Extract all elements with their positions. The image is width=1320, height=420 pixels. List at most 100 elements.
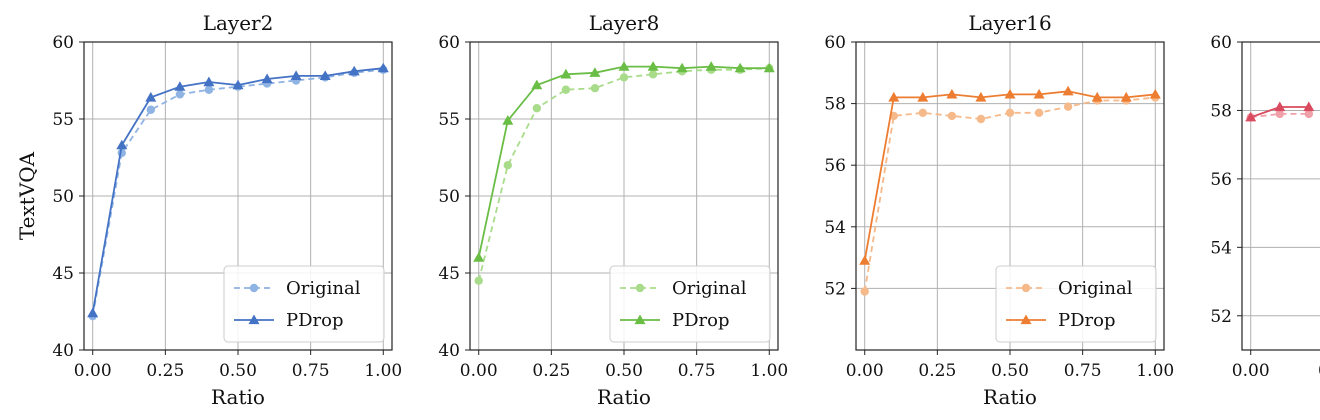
data-point xyxy=(1004,88,1016,99)
data-point xyxy=(145,91,157,102)
data-point xyxy=(618,61,630,71)
chart-panel-4: 0.00 0 52 54 56 58 60 xyxy=(1210,33,1320,381)
x-tick-label: 0.75 xyxy=(292,361,330,381)
chart-title: Layer8 xyxy=(589,11,660,35)
data-point xyxy=(116,139,128,150)
data-point xyxy=(175,90,185,99)
data-point xyxy=(917,91,929,102)
y-tick-label: 58 xyxy=(824,95,846,115)
data-point xyxy=(503,161,512,170)
legend-marker xyxy=(248,314,260,325)
data-point xyxy=(560,68,572,79)
data-point xyxy=(947,111,957,121)
chart-title: Layer2 xyxy=(203,11,274,35)
y-tick-label: 40 xyxy=(52,341,74,361)
x-tick-label: 0.75 xyxy=(678,361,716,381)
data-point xyxy=(1274,101,1286,112)
data-point xyxy=(532,104,542,113)
data-point xyxy=(561,85,571,94)
data-point xyxy=(203,76,215,87)
data-point xyxy=(705,61,717,71)
y-tick-label: 60 xyxy=(1210,33,1232,53)
x-tick-label: 0.25 xyxy=(532,361,570,381)
x-axis-label: Ratio xyxy=(597,385,651,409)
data-point xyxy=(377,62,389,73)
legend-box xyxy=(223,265,385,343)
x-tick-label: 0.50 xyxy=(991,361,1029,381)
x-tick-label: 1.00 xyxy=(750,361,788,381)
x-tick-label: 0.50 xyxy=(219,361,257,381)
data-point xyxy=(1033,88,1045,99)
legend-marker xyxy=(1020,314,1032,325)
y-tick-label: 50 xyxy=(438,187,460,207)
data-point xyxy=(204,85,214,94)
data-point xyxy=(348,65,360,76)
legend-label: PDrop xyxy=(286,310,344,331)
data-point xyxy=(1149,88,1161,99)
data-point xyxy=(319,70,331,80)
x-tick-label: 0.75 xyxy=(1064,361,1102,381)
data-point xyxy=(918,108,928,118)
x-tick-label: 1.00 xyxy=(364,361,402,381)
y-tick-label: 50 xyxy=(52,187,74,207)
plot-frame xyxy=(1241,41,1320,351)
y-tick-label: 60 xyxy=(824,33,846,53)
x-tick-label: 0.00 xyxy=(1232,361,1270,381)
chart-panel-3: 0.00 0.25 0.50 0.75 1.00 52 54 56 58 60 Layer16 Rat… xyxy=(824,11,1174,409)
data-point xyxy=(87,307,99,318)
legend-marker xyxy=(249,283,259,293)
data-point xyxy=(261,73,273,84)
data-point xyxy=(976,114,986,124)
data-point xyxy=(763,62,775,73)
y-tick-label: 40 xyxy=(438,341,460,361)
x-tick-label: 0.00 xyxy=(74,361,112,381)
data-point xyxy=(1034,108,1044,118)
x-tick-label: 0 xyxy=(1318,361,1320,381)
data-point xyxy=(290,70,302,80)
data-point xyxy=(647,61,659,71)
data-point xyxy=(1120,91,1132,102)
data-point xyxy=(975,91,987,102)
x-tick-label: 0.00 xyxy=(460,361,498,381)
data-point xyxy=(232,79,244,90)
data-point xyxy=(1304,109,1314,119)
chart-panel-1: 0.00 0.25 0.50 0.75 1.00 40 45 50 55 60 Layer2 Rati… xyxy=(15,11,402,409)
data-point xyxy=(590,84,600,93)
data-point xyxy=(174,81,186,91)
data-point xyxy=(1275,109,1284,119)
data-point xyxy=(888,91,900,102)
y-tick-label: 54 xyxy=(824,218,846,238)
legend-marker xyxy=(635,283,645,293)
y-tick-label: 55 xyxy=(52,110,74,130)
y-tick-label: 55 xyxy=(438,110,460,130)
y-tick-label: 52 xyxy=(824,279,846,299)
series-line-original xyxy=(477,67,770,281)
chart-title: Layer16 xyxy=(968,11,1051,35)
x-tick-label: 0.25 xyxy=(146,361,184,381)
y-tick-label: 56 xyxy=(1210,170,1232,190)
data-point xyxy=(1245,111,1257,122)
y-tick-label: 54 xyxy=(1210,238,1232,258)
x-tick-label: 1.00 xyxy=(1136,361,1174,381)
x-tick-label: 0.50 xyxy=(605,361,643,381)
x-axis-label: Ratio xyxy=(211,385,265,409)
x-axis-label: Ratio xyxy=(983,385,1037,409)
y-axis-label: TextVQA xyxy=(15,151,39,240)
legend-marker xyxy=(634,314,646,325)
legend-box xyxy=(609,265,771,343)
data-point xyxy=(734,62,746,73)
y-tick-label: 56 xyxy=(824,156,846,176)
legend-label: Original xyxy=(1058,278,1133,299)
data-point xyxy=(859,255,871,265)
legend-label: PDrop xyxy=(672,310,730,331)
y-tick-label: 45 xyxy=(52,264,74,284)
y-tick-label: 45 xyxy=(438,264,460,284)
chart-panel-2: 0.00 0.25 0.50 0.75 1.00 40 45 50 55 60 Layer8 Rati… xyxy=(438,11,788,409)
x-tick-label: 0.00 xyxy=(846,361,884,381)
legend-marker xyxy=(1021,283,1031,293)
y-tick-label: 58 xyxy=(1210,101,1232,121)
data-point xyxy=(1062,85,1074,96)
data-point xyxy=(589,67,601,77)
x-tick-label: 0.25 xyxy=(918,361,956,381)
